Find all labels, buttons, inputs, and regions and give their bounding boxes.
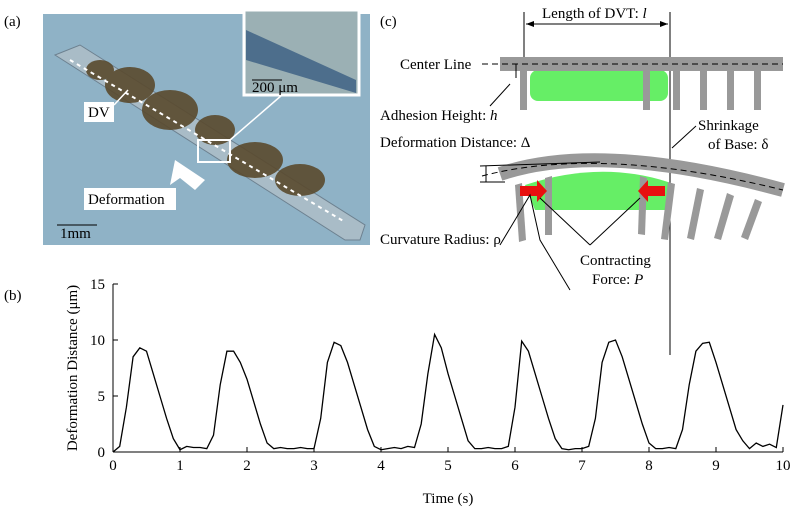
x-tick-label: 7: [578, 458, 586, 474]
chart: 0 5 10 15 0 1 2 3 4 5 6 7 8 9 10 Time (s) Deformation Di…: [65, 277, 791, 507]
deformation-label: Deformation: [88, 192, 165, 208]
y-tick-label: 10: [90, 333, 105, 349]
force-label: Force:: [592, 272, 634, 288]
y-tick-label: 0: [98, 445, 106, 461]
x-tick-label: 6: [511, 458, 519, 474]
x-axis-title: Time (s): [423, 491, 474, 507]
x-tick-label: 5: [444, 458, 452, 474]
length-symbol: l: [642, 6, 646, 22]
shrinkage-label: Shrinkage: [698, 118, 759, 134]
x-tick-label: 9: [712, 458, 720, 474]
length-label: Length of DVT:: [542, 6, 642, 22]
x-tick-label: 3: [310, 458, 318, 474]
center-line-label: Center Line: [400, 57, 472, 73]
inset-scale: 200 μm: [252, 80, 298, 96]
panel-label: (b): [4, 288, 22, 304]
adhesion-label: Adhesion Height:: [380, 108, 490, 124]
scale-label: 1mm: [60, 226, 91, 242]
svg-text:Force: P: Force: P: [592, 272, 643, 288]
dv-label: DV: [88, 105, 110, 121]
y-tick-label: 15: [90, 277, 105, 293]
panel-label: (a): [4, 14, 21, 30]
x-tick-label: 4: [377, 458, 385, 474]
force-label: Contracting: [580, 253, 651, 269]
deformation-distance-label: Deformation Distance: Δ: [380, 135, 531, 151]
photo: 200 μm DV Deformation 1mm: [43, 8, 370, 245]
force-symbol: P: [633, 272, 643, 288]
diagram: Length of DVT: l Center Line Adhesion He…: [380, 6, 785, 355]
panel-label: (c): [380, 14, 397, 30]
svg-text:Adhesion Height: h: Adhesion Height: h: [380, 108, 498, 124]
y-tick-label: 5: [98, 389, 106, 405]
shrinkage-label: of Base: δ: [708, 137, 768, 153]
x-tick-label: 10: [776, 458, 791, 474]
curvature-label: Curvature Radius: ρ: [380, 232, 501, 248]
x-tick-label: 0: [109, 458, 117, 474]
adhesion-symbol: h: [490, 108, 498, 124]
y-axis-title: Deformation Distance (μm): [65, 285, 81, 451]
data-line: [112, 332, 784, 453]
svg-text:Length of DVT: l: Length of DVT: l: [542, 6, 647, 22]
x-tick-label: 8: [645, 458, 653, 474]
x-tick-label: 2: [243, 458, 251, 474]
x-tick-label: 1: [176, 458, 184, 474]
